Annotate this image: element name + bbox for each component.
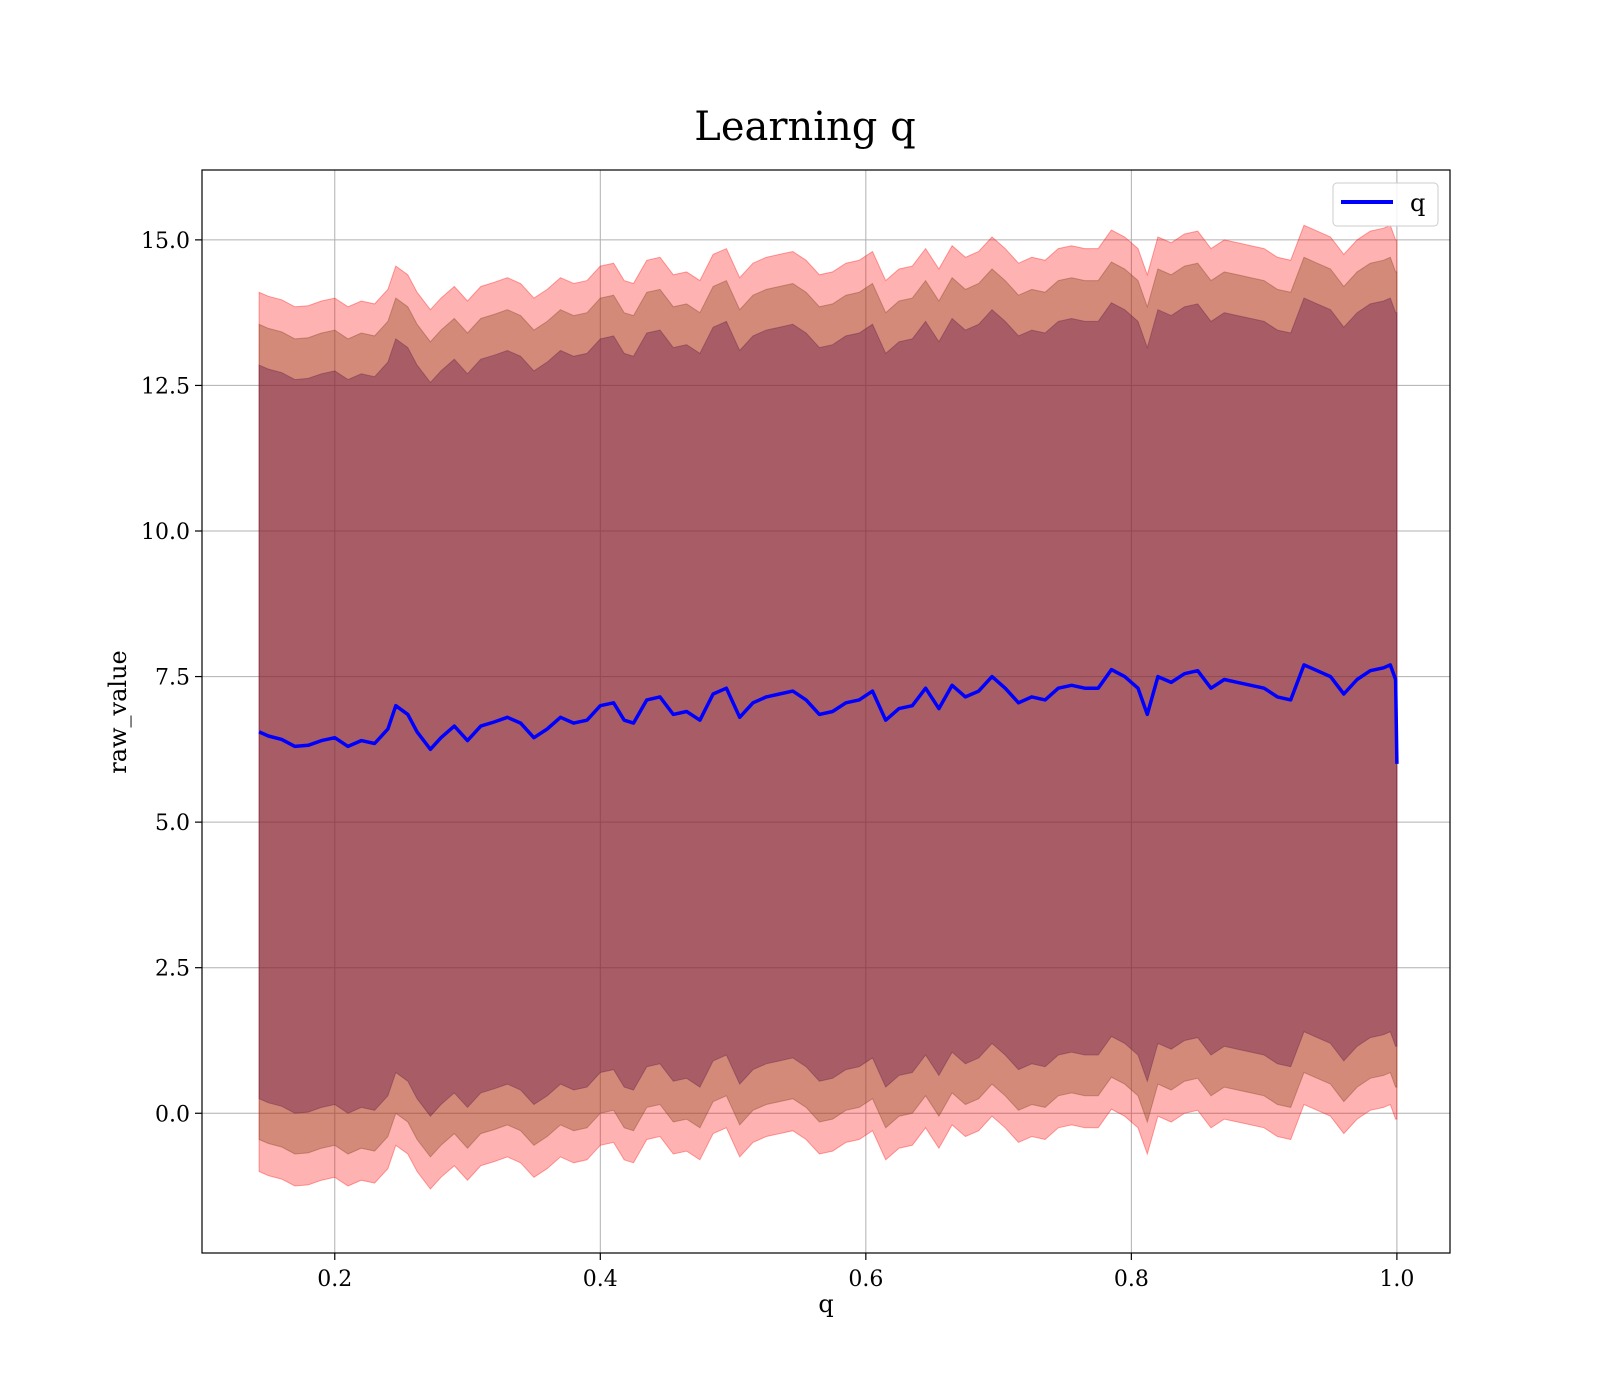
band-middle xyxy=(258,256,1398,1158)
y-tick-label: 12.5 xyxy=(141,374,190,399)
legend-box xyxy=(1332,182,1439,227)
uncertainty-bands xyxy=(258,224,1398,1190)
y-tick-label: 15.0 xyxy=(141,229,190,254)
y-axis-label: raw_value xyxy=(104,650,132,774)
legend-label-q: q xyxy=(1410,189,1425,217)
y-tick-label: 5.0 xyxy=(155,811,190,836)
y-tick-label: 2.5 xyxy=(155,957,190,982)
band-outer xyxy=(258,224,1398,1190)
y-tick-label: 7.5 xyxy=(155,666,190,691)
chart-title: Learning q xyxy=(694,104,915,150)
band-inner xyxy=(258,297,1398,1117)
y-tick-label: 10.0 xyxy=(141,520,190,545)
y-tick-label: 0.0 xyxy=(155,1102,190,1127)
axis-ticks: 0.2 0.4 0.6 0.8 1.0 0.0 2.5 5.0 7.5 10.0 12.5 15.0 xyxy=(141,229,1414,1292)
x-tick-label: 0.8 xyxy=(1114,1267,1149,1292)
x-tick-label: 0.6 xyxy=(848,1267,883,1292)
x-axis-label: q xyxy=(818,1290,833,1318)
x-tick-label: 1.0 xyxy=(1379,1267,1414,1292)
x-tick-label: 0.4 xyxy=(583,1267,618,1292)
series-line-q xyxy=(258,663,1399,764)
x-tick-label: 0.2 xyxy=(317,1267,352,1292)
legend: q xyxy=(1332,182,1439,227)
plot-frame xyxy=(201,169,1451,1254)
series-lines xyxy=(258,663,1399,764)
grid-lines xyxy=(202,170,1450,1253)
